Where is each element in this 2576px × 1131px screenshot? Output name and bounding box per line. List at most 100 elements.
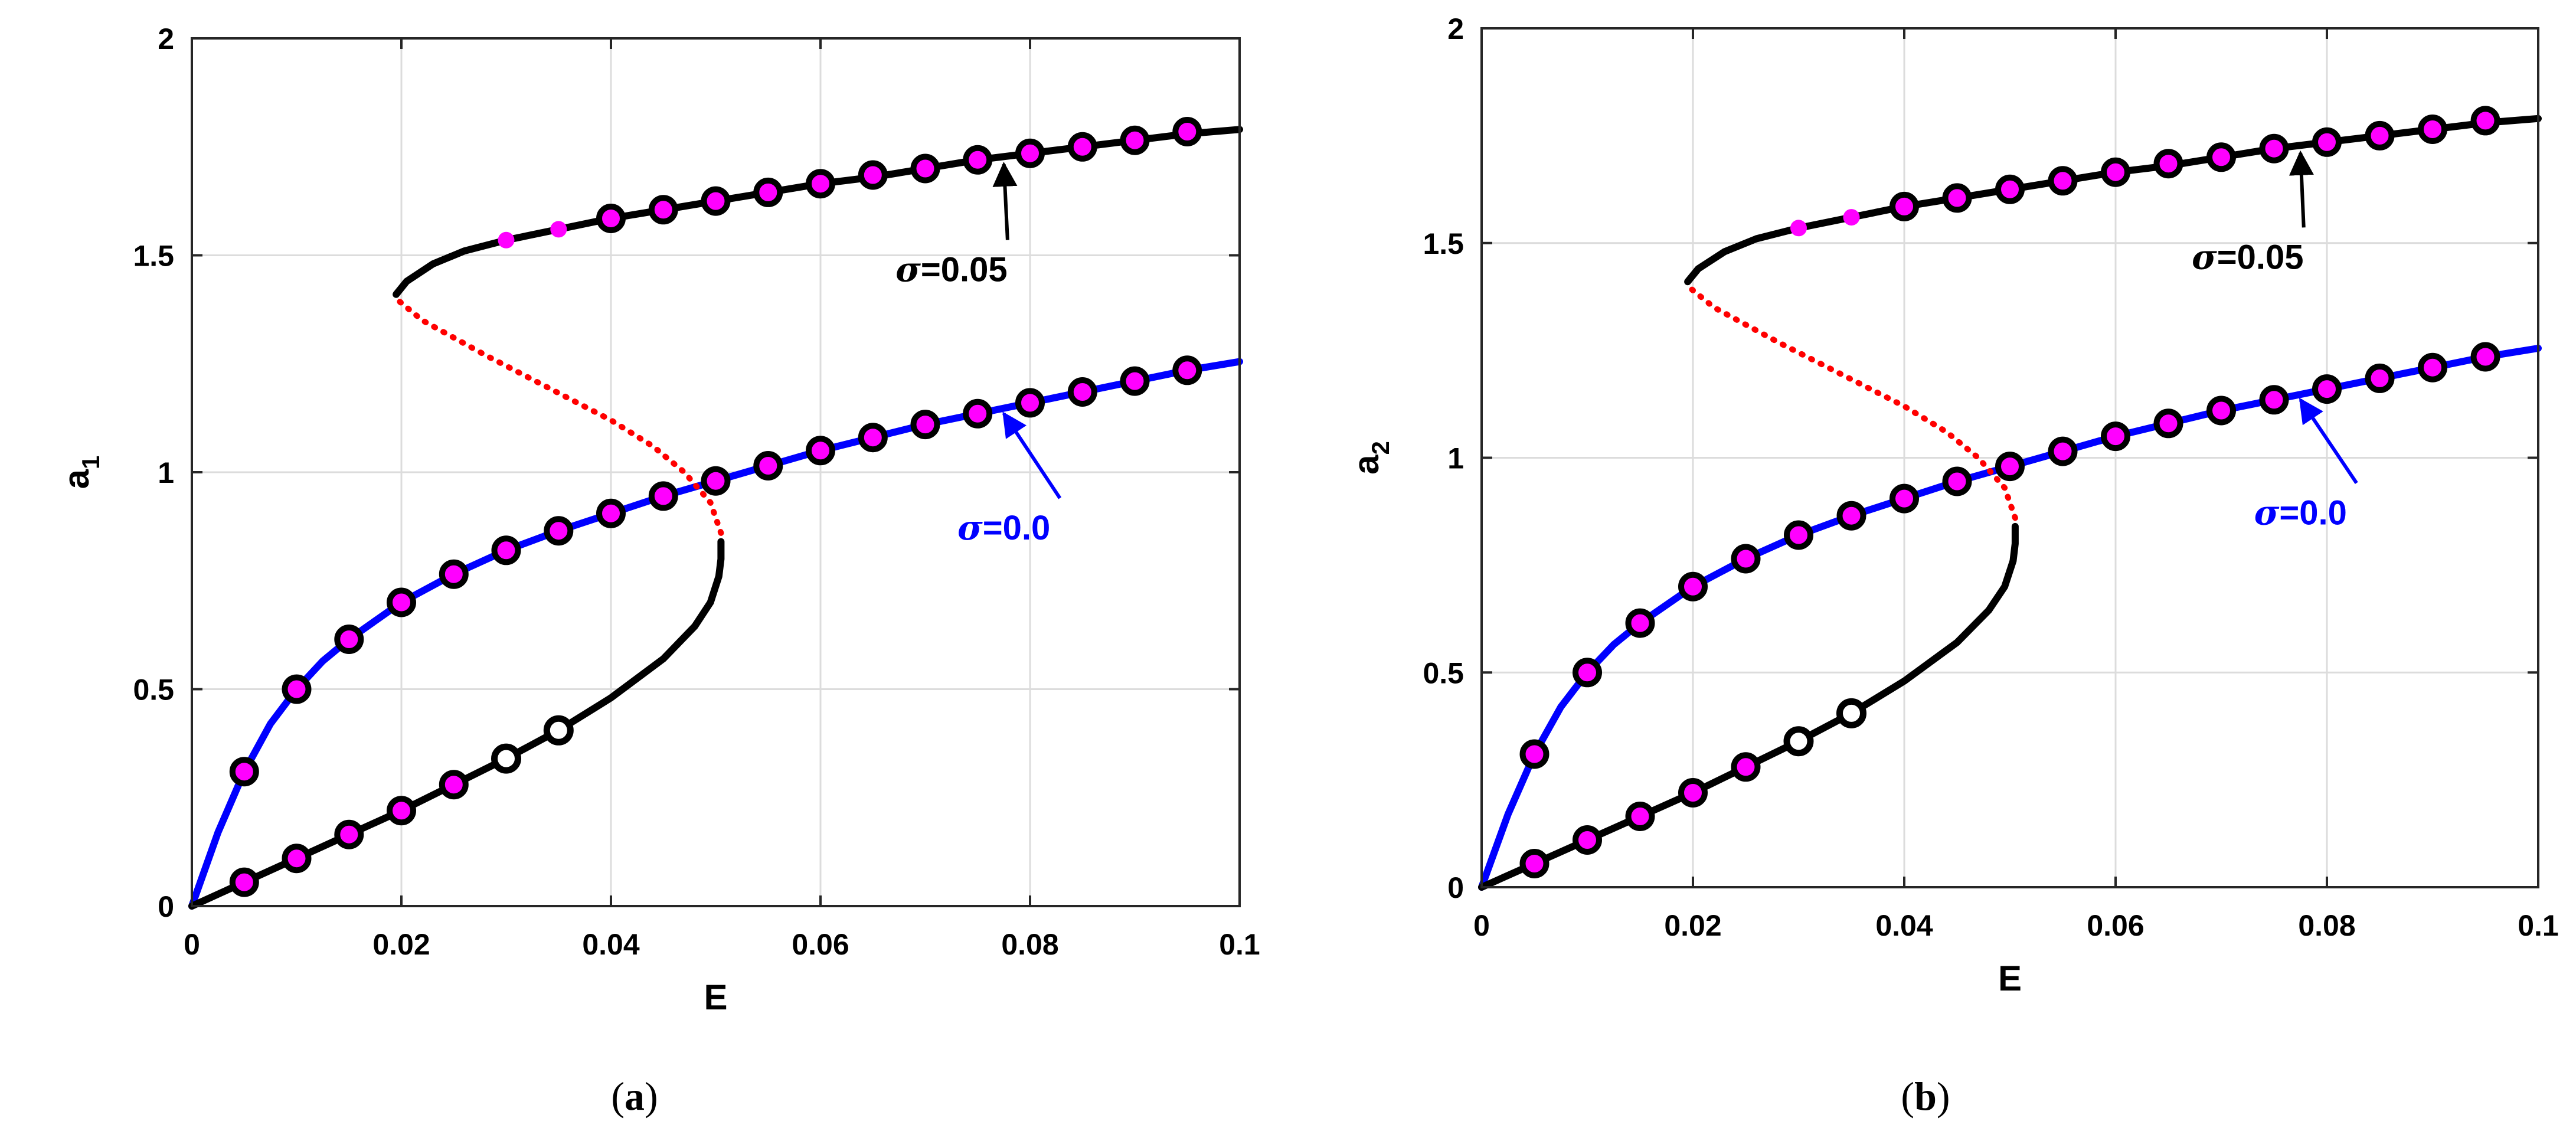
data-marker — [1995, 452, 2025, 482]
y-axis-label-base: a — [57, 469, 96, 489]
caption-close-paren: ) — [645, 1074, 658, 1119]
x-tick-label: 0.1 — [1219, 928, 1260, 961]
data-marker — [2312, 374, 2342, 404]
y-tick-label: 1.5 — [1423, 227, 1464, 260]
data-marker — [2312, 127, 2342, 157]
data-marker — [1889, 191, 1919, 221]
y-tick-label: 0.5 — [1423, 656, 1464, 689]
data-marker — [1120, 366, 1150, 396]
y-tick-label: 1 — [158, 456, 174, 489]
data-marker — [1889, 483, 1919, 514]
annotation-value: =0.05 — [2217, 238, 2304, 276]
data-marker — [2470, 106, 2500, 136]
data-marker — [2101, 157, 2130, 187]
data-marker — [648, 481, 678, 511]
x-axis-label: E — [704, 978, 727, 1017]
data-marker — [387, 796, 416, 826]
annotation-sigma: σ — [957, 508, 983, 548]
data-marker — [2206, 142, 2236, 172]
data-marker — [806, 169, 835, 199]
y-axis-label: a1 — [57, 456, 104, 489]
y-tick-label: 1 — [1447, 442, 1464, 475]
data-marker — [1067, 132, 1097, 162]
data-marker — [2259, 385, 2289, 415]
data-marker — [648, 195, 678, 225]
y-axis-label-subscript: 1 — [77, 456, 104, 469]
data-marker — [2259, 133, 2289, 164]
y-axis-label-base: a — [1346, 455, 1386, 475]
data-marker — [550, 221, 567, 238]
data-marker — [282, 844, 312, 874]
y-axis-label: a2 — [1346, 441, 1394, 475]
x-tick-label: 0.04 — [582, 928, 640, 961]
annotation-value: =0.0 — [983, 509, 1051, 547]
y-tick-label: 0 — [158, 890, 174, 923]
data-marker — [2365, 120, 2395, 151]
data-marker — [1731, 544, 1761, 574]
annotation-arrow — [1002, 411, 1062, 499]
data-marker — [2153, 149, 2183, 179]
data-marker — [1172, 355, 1202, 385]
data-marker — [2048, 166, 2078, 196]
data-marker — [491, 535, 521, 566]
x-axis-label: E — [1998, 959, 2022, 998]
data-marker — [491, 743, 521, 774]
data-marker — [753, 177, 783, 207]
series-line-2 — [1685, 283, 2018, 521]
data-marker — [701, 186, 731, 216]
data-marker — [701, 466, 731, 496]
data-marker — [1843, 209, 1860, 226]
data-marker — [498, 231, 515, 249]
x-tick-label: 0.04 — [1875, 909, 1933, 942]
data-marker — [1783, 726, 1814, 757]
data-marker — [229, 867, 259, 897]
x-tick-label: 0.06 — [2087, 909, 2144, 942]
x-tick-label: 0.02 — [372, 928, 430, 961]
data-marker — [1678, 571, 1708, 602]
x-tick-label: 0.08 — [2298, 909, 2355, 942]
data-marker — [1790, 220, 1807, 237]
annotation-label: σ=0.05 — [2192, 237, 2304, 277]
data-marker — [963, 398, 993, 429]
y-tick-label: 2 — [158, 22, 174, 55]
data-marker — [1942, 183, 1972, 213]
data-marker — [2048, 436, 2078, 466]
caption-close-paren: ) — [1937, 1074, 1950, 1119]
data-marker — [1731, 752, 1761, 782]
data-marker — [334, 625, 364, 654]
annotation-label: σ=0.05 — [895, 250, 1008, 290]
data-marker — [1573, 825, 1602, 855]
data-marker — [1942, 466, 1972, 496]
data-marker — [806, 436, 835, 466]
data-marker — [1836, 698, 1866, 728]
y-tick-label: 0 — [1447, 871, 1464, 904]
data-marker — [1015, 388, 1045, 418]
x-tick-label: 0.02 — [1664, 909, 1721, 942]
data-marker — [1573, 658, 1602, 688]
y-axis-label-subscript: 2 — [1367, 441, 1394, 455]
data-marker — [2418, 115, 2447, 144]
data-marker — [858, 423, 888, 453]
data-marker — [439, 770, 469, 800]
data-marker — [282, 674, 312, 704]
data-marker — [2206, 395, 2236, 426]
annotation-arrow — [2289, 150, 2314, 228]
data-marker — [2365, 363, 2395, 393]
data-marker — [1519, 739, 1549, 769]
caption-letter: b — [1914, 1074, 1937, 1119]
data-marker — [1015, 138, 1045, 168]
data-marker — [2101, 421, 2130, 452]
panel-caption: (b) — [1901, 1074, 1950, 1119]
data-marker — [544, 516, 574, 546]
data-marker — [2153, 408, 2183, 439]
data-marker — [439, 559, 469, 589]
x-tick-label: 0.06 — [792, 928, 849, 961]
chart-panel-a: σ=0.05σ=0.00 0.02 0.04 0.06 0.08 0.100.511.52… — [57, 22, 1260, 1119]
data-marker — [1784, 520, 1813, 550]
caption-letter: a — [625, 1074, 645, 1119]
data-marker — [1995, 174, 2025, 204]
data-marker — [963, 145, 993, 175]
data-marker — [334, 819, 364, 849]
series-line-2 — [393, 296, 724, 536]
